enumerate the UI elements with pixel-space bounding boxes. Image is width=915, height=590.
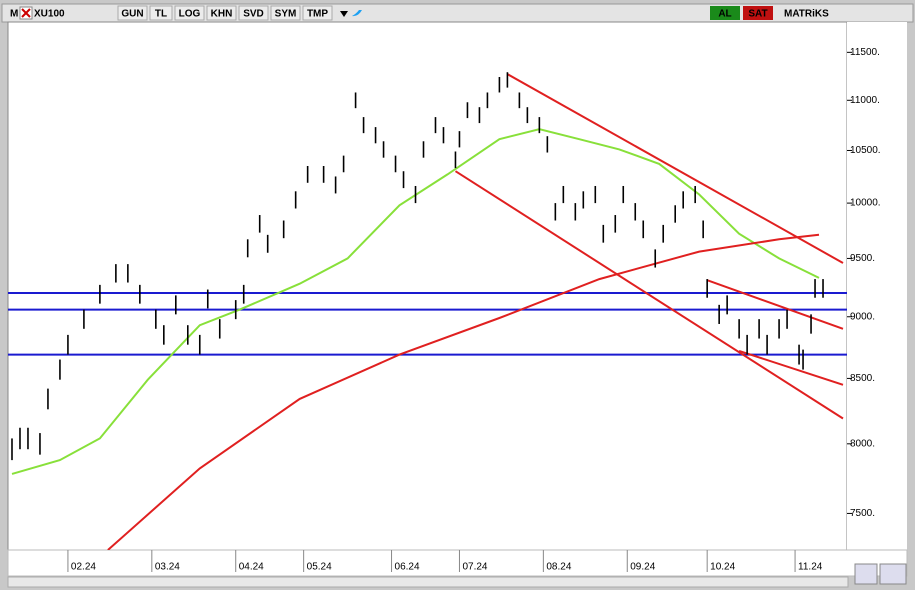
toolbar-button[interactable] (206, 5, 237, 21)
toolbar-button-label[interactable]: GUN (121, 9, 143, 20)
toolbar-button-label[interactable]: LOG (179, 9, 201, 20)
y-axis-area (847, 22, 907, 550)
trade-button[interactable] (743, 6, 773, 20)
toolbar-button[interactable] (174, 5, 205, 21)
toolbar-button[interactable] (238, 5, 269, 21)
trend-line (738, 349, 844, 386)
symbol[interactable]: XU100 (34, 9, 65, 20)
logo: M (10, 9, 18, 20)
y-tick-label: 7500. (850, 508, 875, 519)
y-tick-label: 10000. (850, 198, 881, 209)
x-tick-label: 06.24 (395, 562, 420, 573)
x-tick-label: 07.24 (462, 562, 487, 573)
trade-button[interactable] (710, 6, 740, 20)
trade-button-label[interactable]: AL (718, 9, 731, 20)
toolbar-button-label[interactable]: TL (155, 9, 167, 20)
x-tick-label: 10.24 (710, 562, 735, 573)
toolbar-button-label[interactable]: SYM (275, 9, 297, 20)
toolbar-button[interactable] (117, 5, 148, 21)
x-tick-label: 08.24 (546, 562, 571, 573)
toolbar-button-label[interactable]: TMP (307, 9, 328, 20)
twitter-icon[interactable] (352, 10, 362, 17)
y-tick-label: 8000. (850, 438, 875, 449)
toolbar-button[interactable] (270, 5, 301, 21)
y-tick-label: 8500. (850, 373, 875, 384)
x-tick-label: 04.24 (239, 562, 264, 573)
x-tick-label: 03.24 (155, 562, 180, 573)
toolbar-button-label[interactable]: SVD (243, 9, 264, 20)
x-tick-label: 02.24 (71, 562, 96, 573)
scrollbar[interactable] (7, 576, 849, 588)
trade-button-label[interactable]: SAT (748, 9, 767, 20)
dropdown-arrow[interactable] (340, 11, 348, 17)
toolbar-layer: GUN TL LOG KHN SVD SYM TMP AL SAT MATRiKS (117, 5, 829, 21)
settings-button[interactable] (879, 563, 907, 585)
x-axis-area (7, 549, 908, 577)
x-tick-label: 11.24 (798, 562, 823, 573)
close-icon (21, 8, 31, 18)
axes-layer: 7500. 8000. 8500. 9000. 9500. 10000. 10500. 110… (67, 47, 881, 573)
toolbar-button[interactable] (149, 5, 173, 21)
y-tick-label: 11000. (850, 95, 880, 106)
toolbar-button[interactable] (302, 5, 333, 21)
trend-line (454, 170, 844, 420)
x-tick-label: 09.24 (630, 562, 655, 573)
refresh-button[interactable] (854, 563, 878, 585)
y-tick-label: 11500. (850, 47, 880, 58)
brand: MATRiKS (784, 9, 829, 20)
trend-line (506, 73, 844, 264)
moving-average (107, 233, 820, 550)
trend-line (706, 279, 844, 330)
plot-layer (8, 72, 847, 550)
y-tick-label: 10500. (850, 145, 881, 156)
y-tick-label: 9000. (850, 311, 875, 322)
moving-average (11, 128, 820, 475)
x-tick-label: 05.24 (307, 562, 332, 573)
toolbar-button-label[interactable]: KHN (211, 9, 233, 20)
y-tick-label: 9500. (850, 253, 875, 264)
